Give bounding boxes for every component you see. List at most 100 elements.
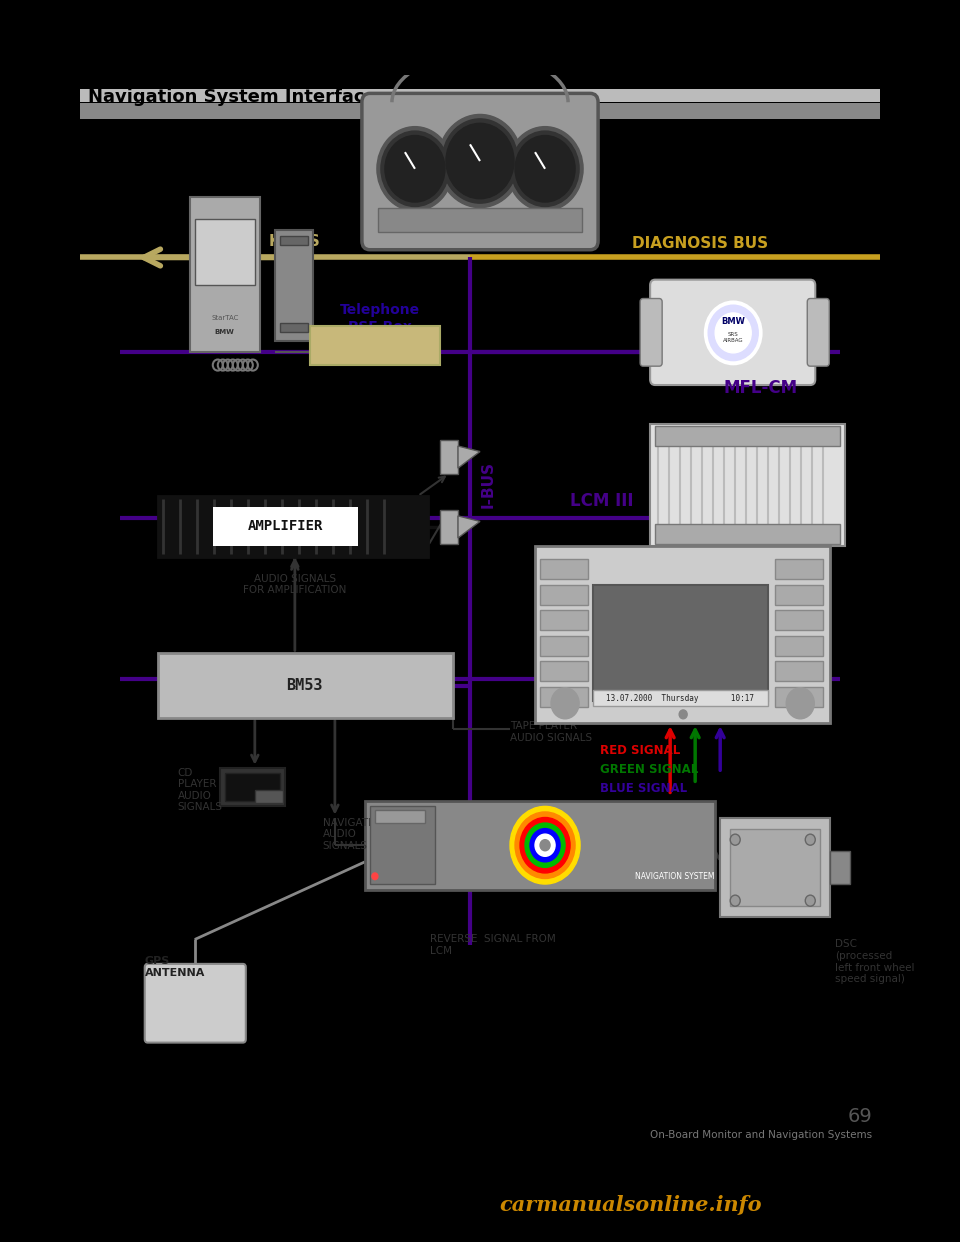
Circle shape bbox=[520, 817, 570, 873]
Bar bbox=[225, 773, 280, 801]
FancyBboxPatch shape bbox=[145, 964, 246, 1042]
Circle shape bbox=[515, 135, 575, 202]
Circle shape bbox=[708, 306, 758, 360]
Bar bbox=[280, 236, 308, 246]
Bar bbox=[655, 524, 840, 544]
Circle shape bbox=[442, 119, 518, 204]
Polygon shape bbox=[458, 515, 480, 538]
Text: K-BUS: K-BUS bbox=[269, 235, 321, 250]
Circle shape bbox=[372, 873, 378, 879]
Bar bbox=[375, 810, 425, 823]
Circle shape bbox=[515, 812, 575, 878]
Bar bbox=[720, 817, 830, 918]
Text: BCD: BCD bbox=[257, 779, 272, 785]
Circle shape bbox=[530, 828, 560, 862]
Bar bbox=[830, 851, 851, 884]
Text: I-BUS: I-BUS bbox=[481, 461, 495, 508]
Bar bbox=[593, 585, 768, 700]
Bar bbox=[776, 687, 824, 707]
Bar bbox=[776, 636, 824, 656]
Bar bbox=[190, 196, 260, 351]
Text: DIAGNOSIS BUS: DIAGNOSIS BUS bbox=[632, 236, 768, 251]
Bar bbox=[157, 496, 428, 556]
Bar bbox=[80, 103, 880, 119]
FancyBboxPatch shape bbox=[807, 298, 829, 366]
FancyBboxPatch shape bbox=[640, 298, 662, 366]
Bar bbox=[650, 424, 846, 545]
Text: carmanualsonline.info: carmanualsonline.info bbox=[499, 1195, 761, 1215]
Bar bbox=[535, 545, 830, 723]
Text: GPS
ANTENNA: GPS ANTENNA bbox=[145, 956, 205, 977]
Bar bbox=[540, 687, 588, 707]
Text: Navigation System Interface: Navigation System Interface bbox=[87, 88, 376, 106]
Text: GREEN SIGNAL: GREEN SIGNAL bbox=[600, 764, 698, 776]
FancyBboxPatch shape bbox=[650, 279, 815, 385]
Bar bbox=[80, 89, 880, 102]
Circle shape bbox=[786, 688, 814, 719]
Circle shape bbox=[507, 127, 583, 211]
Text: Example of E38/E39 with Mk-3 navigation: Example of E38/E39 with Mk-3 navigation bbox=[87, 1094, 398, 1107]
Text: On-Board Monitor and Navigation Systems: On-Board Monitor and Navigation Systems bbox=[650, 1130, 873, 1140]
Bar bbox=[776, 610, 824, 630]
Bar bbox=[776, 559, 824, 579]
Circle shape bbox=[731, 835, 740, 846]
Bar bbox=[440, 441, 458, 473]
Text: NAVIGATION
AUDIO
SIGNALS: NAVIGATION AUDIO SIGNALS bbox=[323, 817, 387, 851]
Circle shape bbox=[511, 132, 579, 206]
Circle shape bbox=[377, 127, 453, 211]
Circle shape bbox=[385, 135, 445, 202]
Circle shape bbox=[535, 835, 555, 856]
Circle shape bbox=[679, 710, 687, 719]
Text: BLUE SIGNAL: BLUE SIGNAL bbox=[600, 782, 687, 795]
Text: TAPE PLAYER
AUDIO SIGNALS: TAPE PLAYER AUDIO SIGNALS bbox=[510, 722, 592, 743]
Text: BMW: BMW bbox=[721, 317, 745, 327]
Circle shape bbox=[805, 895, 815, 907]
FancyBboxPatch shape bbox=[362, 93, 598, 250]
Bar bbox=[157, 653, 453, 718]
Text: AUDIO SIGNALS
FOR AMPLIFICATION: AUDIO SIGNALS FOR AMPLIFICATION bbox=[243, 574, 347, 595]
Circle shape bbox=[525, 823, 565, 867]
Text: SRS
AIRBAG: SRS AIRBAG bbox=[723, 332, 743, 343]
Text: AMPLIFIER: AMPLIFIER bbox=[248, 519, 324, 533]
Bar bbox=[593, 691, 768, 705]
Circle shape bbox=[540, 840, 550, 851]
Text: REVERSE  SIGNAL FROM
LCM: REVERSE SIGNAL FROM LCM bbox=[430, 934, 556, 956]
Text: StarTAC: StarTAC bbox=[211, 315, 238, 322]
Bar bbox=[254, 790, 283, 804]
Circle shape bbox=[446, 123, 514, 199]
Text: NAVIGATION SYSTEM: NAVIGATION SYSTEM bbox=[636, 872, 715, 881]
Bar bbox=[195, 219, 254, 286]
Bar bbox=[540, 661, 588, 681]
Bar bbox=[731, 828, 820, 907]
Circle shape bbox=[438, 114, 522, 207]
Bar bbox=[776, 585, 824, 605]
Text: 20  DIGIT   READOUT    54321: 20 DIGIT READOUT 54321 bbox=[420, 217, 540, 222]
Circle shape bbox=[706, 302, 761, 364]
Circle shape bbox=[715, 313, 752, 353]
Bar bbox=[540, 610, 588, 630]
Circle shape bbox=[551, 688, 579, 719]
Bar bbox=[655, 426, 840, 446]
Circle shape bbox=[731, 895, 740, 907]
Text: 13.07.2000  Thursday       10:17: 13.07.2000 Thursday 10:17 bbox=[606, 694, 755, 703]
Bar bbox=[275, 230, 313, 340]
Text: CD
PLAYER
AUDIO
SIGNALS: CD PLAYER AUDIO SIGNALS bbox=[178, 768, 223, 812]
Bar bbox=[540, 636, 588, 656]
Circle shape bbox=[381, 132, 449, 206]
Bar bbox=[540, 559, 588, 579]
Bar bbox=[365, 801, 715, 889]
Bar bbox=[310, 327, 440, 365]
Bar bbox=[378, 207, 582, 232]
Circle shape bbox=[805, 835, 815, 846]
Bar bbox=[220, 768, 285, 806]
Bar bbox=[213, 507, 358, 545]
Polygon shape bbox=[458, 446, 480, 468]
Text: BM53: BM53 bbox=[287, 678, 324, 693]
Circle shape bbox=[510, 806, 580, 884]
Text: BMW: BMW bbox=[215, 329, 235, 335]
Bar bbox=[540, 585, 588, 605]
Text: 69: 69 bbox=[848, 1108, 873, 1126]
Bar bbox=[776, 661, 824, 681]
Text: RED SIGNAL: RED SIGNAL bbox=[600, 744, 681, 758]
Text: LCM III: LCM III bbox=[570, 493, 634, 510]
